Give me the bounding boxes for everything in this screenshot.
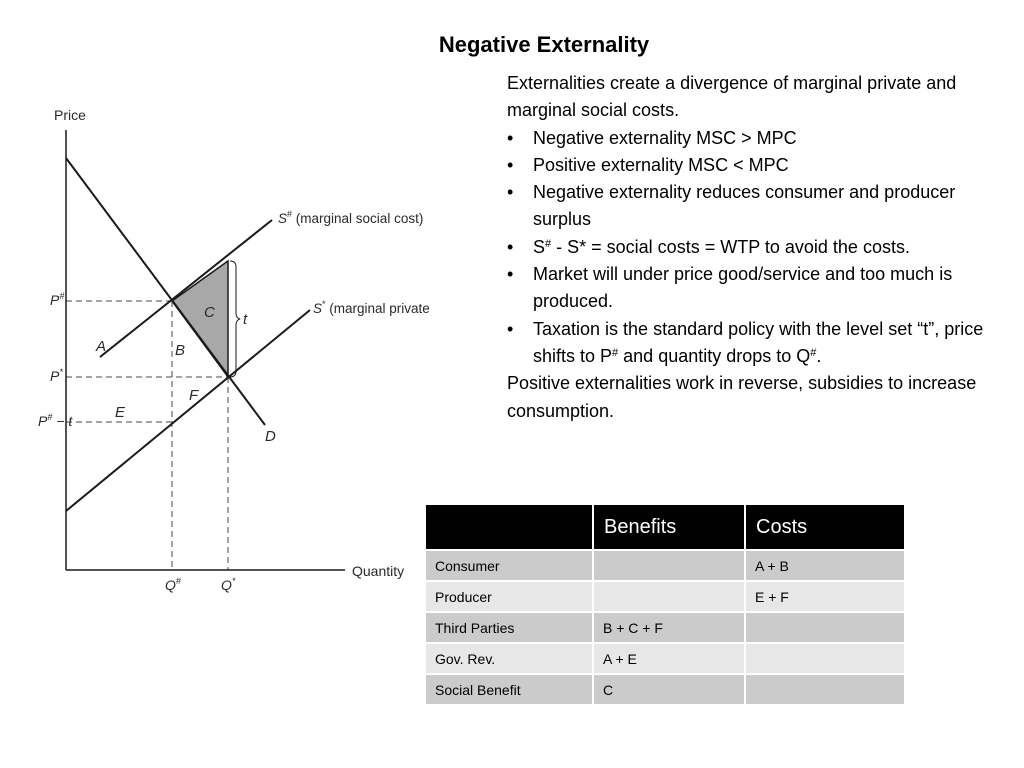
bullet-item: • S# - S* = social costs = WTP to avoid t…: [507, 234, 987, 261]
row-benefits: A + E: [592, 642, 746, 675]
intro-paragraph: Externalities create a divergence of mar…: [507, 73, 957, 121]
bullet-glyph: •: [507, 154, 514, 175]
bullet-text: Negative externality MSC > MPC: [533, 127, 797, 148]
row-costs: [744, 611, 906, 644]
bullet-item: • Negative externality MSC > MPC: [507, 125, 987, 152]
area-c-label: C: [204, 304, 215, 321]
row-group: Consumer: [424, 549, 594, 582]
table-row: Social Benefit C: [424, 673, 906, 706]
p-hash-minus-t-label: P# − t: [38, 412, 73, 429]
table-row: Producer E + F: [424, 580, 906, 613]
x-axis-label: Quantity: [352, 563, 404, 579]
bullet-glyph: •: [507, 264, 514, 285]
p-star-label: P*: [50, 367, 63, 384]
bullet-item: • Negative externality reduces consumer a…: [507, 179, 987, 234]
demand-curve: [65, 157, 266, 426]
bullet-glyph: •: [507, 182, 514, 203]
area-a-label: A: [95, 338, 106, 355]
tax-brace: [229, 260, 241, 378]
row-benefits: [592, 549, 746, 582]
p-hash-label: P#: [50, 291, 65, 308]
bullet-glyph: •: [507, 318, 514, 339]
row-benefits: B + C + F: [592, 611, 746, 644]
bullet-text: Market will under price good/service and…: [533, 264, 953, 312]
bullet-glyph: •: [507, 236, 514, 257]
outro-paragraph: Positive externalities work in reverse, …: [507, 373, 977, 421]
header-blank: [424, 503, 594, 551]
bullet-text: S# - S* = social costs = WTP to avoid th…: [533, 236, 910, 257]
bullet-item: • Market will under price good/service an…: [507, 261, 987, 316]
table-row: Third Parties B + C + F: [424, 611, 906, 644]
bullet-text: Negative externality reduces consumer an…: [533, 182, 956, 230]
private-cost-label: S* (marginal private cost): [313, 299, 430, 316]
q-star-label: Q*: [221, 576, 236, 593]
bullet-list: • Negative externality MSC > MPC • Positiv…: [507, 125, 987, 371]
row-costs: [744, 642, 906, 675]
row-costs: E + F: [744, 580, 906, 613]
row-group: Producer: [424, 580, 594, 613]
demand-label: D: [265, 428, 276, 445]
row-benefits: [592, 580, 746, 613]
q-hash-label: Q#: [165, 576, 182, 593]
area-f-label: F: [189, 387, 199, 404]
externality-diagram: Price Quantity S# (marginal social cost)…: [38, 107, 430, 593]
explanation-text: Externalities create a divergence of mar…: [507, 70, 987, 425]
row-benefits: C: [592, 673, 746, 706]
table-row: Consumer A + B: [424, 549, 906, 582]
header-benefits: Benefits: [592, 503, 746, 551]
row-group: Social Benefit: [424, 673, 594, 706]
header-costs: Costs: [744, 503, 906, 551]
row-group: Gov. Rev.: [424, 642, 594, 675]
bullet-item: • Positive externality MSC < MPC: [507, 152, 987, 179]
private-cost-curve: [65, 309, 311, 512]
social-cost-curve: [99, 219, 273, 358]
bullet-text: Taxation is the standard policy with the…: [533, 318, 984, 366]
social-cost-label: S# (marginal social cost): [278, 209, 423, 226]
surplus-table: Benefits Costs Consumer A + B Producer E…: [424, 503, 906, 706]
area-e-label: E: [115, 404, 126, 421]
tax-label: t: [243, 311, 248, 328]
y-axis-label: Price: [54, 107, 86, 123]
table-row: Gov. Rev. A + E: [424, 642, 906, 675]
bullet-item: • Taxation is the standard policy with th…: [507, 316, 987, 371]
area-b-label: B: [175, 342, 185, 359]
slide-title: Negative Externality: [438, 32, 650, 57]
row-group: Third Parties: [424, 611, 594, 644]
table-header-row: Benefits Costs: [424, 503, 906, 551]
row-costs: A + B: [744, 549, 906, 582]
bullet-glyph: •: [507, 127, 514, 148]
row-costs: [744, 673, 906, 706]
bullet-text: Positive externality MSC < MPC: [533, 154, 789, 175]
